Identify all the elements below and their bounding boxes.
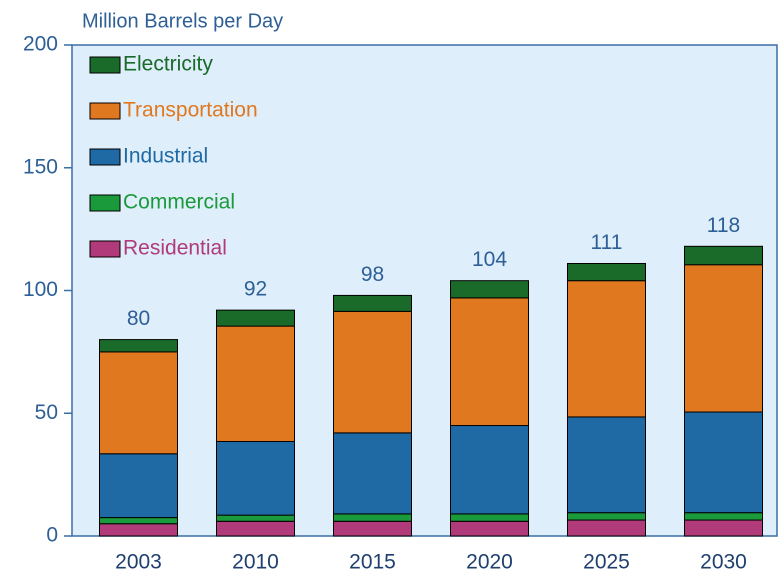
bar-segment	[450, 297, 529, 427]
legend-swatch	[89, 148, 121, 166]
y-tick-label: 150	[23, 155, 58, 178]
bar-segment	[567, 512, 646, 521]
bar-segment	[567, 280, 646, 418]
legend-label: Residential	[123, 237, 227, 260]
bar-segment	[333, 294, 412, 312]
y-tick-label: 100	[23, 278, 58, 301]
bar-segment	[567, 519, 646, 537]
y-tick-label: 50	[35, 401, 58, 424]
x-tick-label: 2030	[700, 551, 747, 574]
bar-segment	[216, 514, 295, 522]
bar-segment	[567, 416, 646, 514]
chart-title: Million Barrels per Day	[82, 10, 283, 32]
total-label: 98	[361, 263, 384, 286]
x-tick-label: 2003	[115, 551, 162, 574]
legend-label: Commercial	[123, 191, 235, 214]
x-tick-label: 2010	[232, 551, 279, 574]
bar-segment	[450, 520, 529, 537]
bar-segment	[333, 520, 412, 537]
bar-segment	[684, 512, 763, 521]
y-tick-label: 200	[23, 33, 58, 56]
total-label: 80	[127, 307, 150, 330]
bar-segment	[99, 517, 178, 525]
bar-segment	[333, 513, 412, 522]
total-label: 104	[472, 248, 507, 271]
legend-swatch	[89, 240, 121, 258]
total-label: 118	[707, 214, 740, 237]
legend-swatch	[89, 56, 121, 74]
bar-segment	[216, 520, 295, 537]
x-tick-label: 2015	[349, 551, 396, 574]
y-tick-label: 0	[46, 524, 58, 547]
bar-segment	[684, 245, 763, 266]
bar-segment	[684, 411, 763, 514]
bar-segment	[684, 264, 763, 413]
bar-segment	[216, 325, 295, 442]
bar-segment	[99, 523, 178, 537]
bar-segment	[99, 339, 178, 353]
x-tick-label: 2020	[466, 551, 513, 574]
legend-label: Transportation	[123, 99, 258, 122]
x-tick-label: 2025	[583, 551, 630, 574]
legend-label: Industrial	[123, 145, 208, 168]
bar-segment	[333, 432, 412, 515]
bar-segment	[216, 440, 295, 516]
bar-segment	[450, 280, 529, 299]
bar-segment	[684, 519, 763, 537]
legend-swatch	[89, 194, 121, 212]
legend-label: Electricity	[123, 53, 213, 76]
bar-segment	[99, 351, 178, 455]
bar-segment	[216, 309, 295, 327]
bar-segment	[450, 425, 529, 515]
bar-segment	[567, 262, 646, 282]
legend-swatch	[89, 102, 121, 120]
total-label: 92	[244, 278, 267, 301]
total-label: 111	[591, 231, 623, 254]
bar-segment	[333, 310, 412, 434]
plot-area	[71, 44, 778, 537]
bar-segment	[450, 513, 529, 522]
bar-segment	[99, 453, 178, 519]
